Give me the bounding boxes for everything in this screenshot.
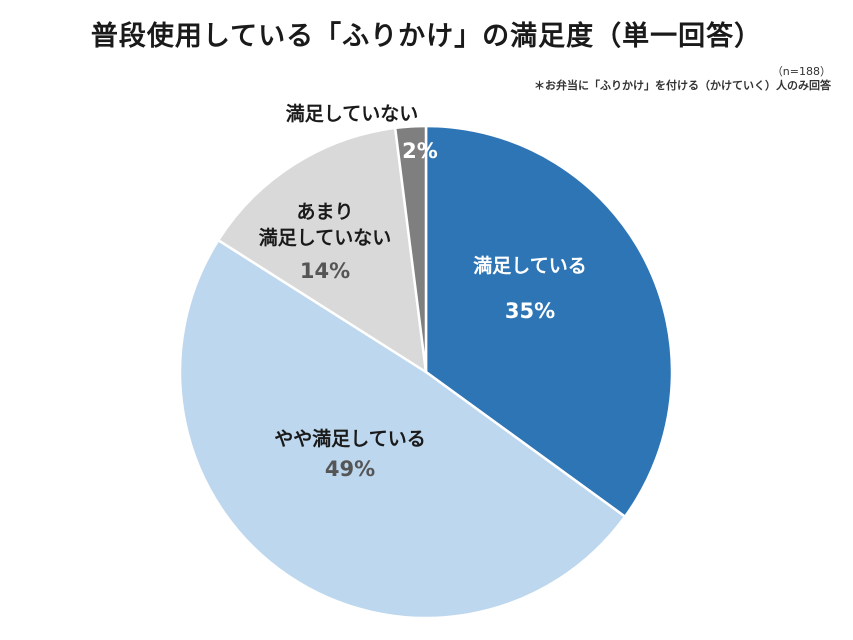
slice-value-1: 49% [325, 457, 375, 481]
chart-title: 普段使用している「ふりかけ」の満足度（単一回答） [90, 21, 763, 52]
slice-value-2: 14% [300, 259, 350, 283]
slice-value-3: 2% [402, 139, 438, 163]
sample-size: （n=188） [771, 65, 831, 78]
pie-slice-1 [178, 238, 627, 620]
pie-slice-0 [424, 124, 674, 519]
slice-label-3-line-0: 満足していない [286, 103, 418, 125]
slice-label-1-line-0: やや満足している [274, 428, 425, 450]
slice-label-0-line-0: 満足している [473, 255, 586, 277]
respondent-note: ＊お弁当に「ふりかけ」を付ける（かけていく）人のみ回答 [534, 79, 831, 92]
slice-label-2-line-0: あまり [296, 201, 353, 223]
slice-label-2-line-1: 満足していない [259, 227, 391, 249]
pie-slice-3 [393, 124, 428, 373]
slice-value-0: 35% [505, 299, 555, 323]
pie-slice-2 [216, 126, 428, 375]
